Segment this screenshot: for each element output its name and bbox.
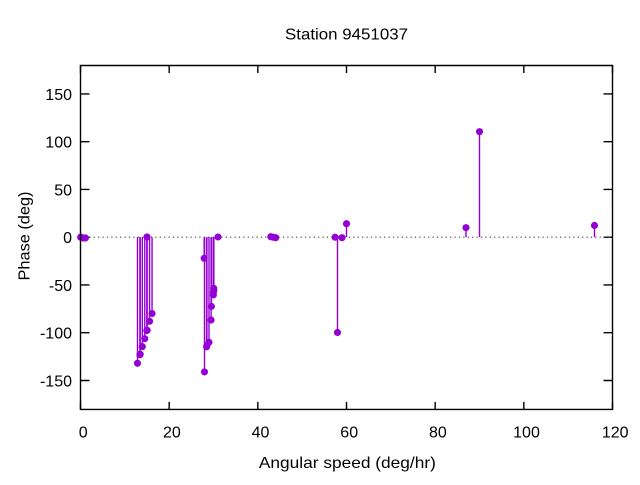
svg-text:Angular speed (deg/hr): Angular speed (deg/hr) (259, 455, 436, 472)
svg-text:-50: -50 (49, 278, 72, 295)
svg-text:100: 100 (45, 135, 72, 152)
svg-text:60: 60 (340, 425, 358, 442)
svg-text:50: 50 (54, 182, 72, 199)
svg-text:120: 120 (602, 425, 629, 442)
svg-text:0: 0 (79, 425, 88, 442)
svg-text:Phase (deg): Phase (deg) (17, 192, 34, 281)
svg-text:40: 40 (252, 425, 270, 442)
svg-text:Station 9451037: Station 9451037 (285, 26, 408, 43)
svg-text:20: 20 (163, 425, 181, 442)
svg-text:-150: -150 (40, 373, 72, 390)
svg-text:-100: -100 (40, 326, 72, 343)
svg-text:150: 150 (45, 87, 72, 104)
svg-text:100: 100 (513, 425, 540, 442)
svg-text:0: 0 (63, 230, 72, 247)
svg-text:80: 80 (429, 425, 447, 442)
